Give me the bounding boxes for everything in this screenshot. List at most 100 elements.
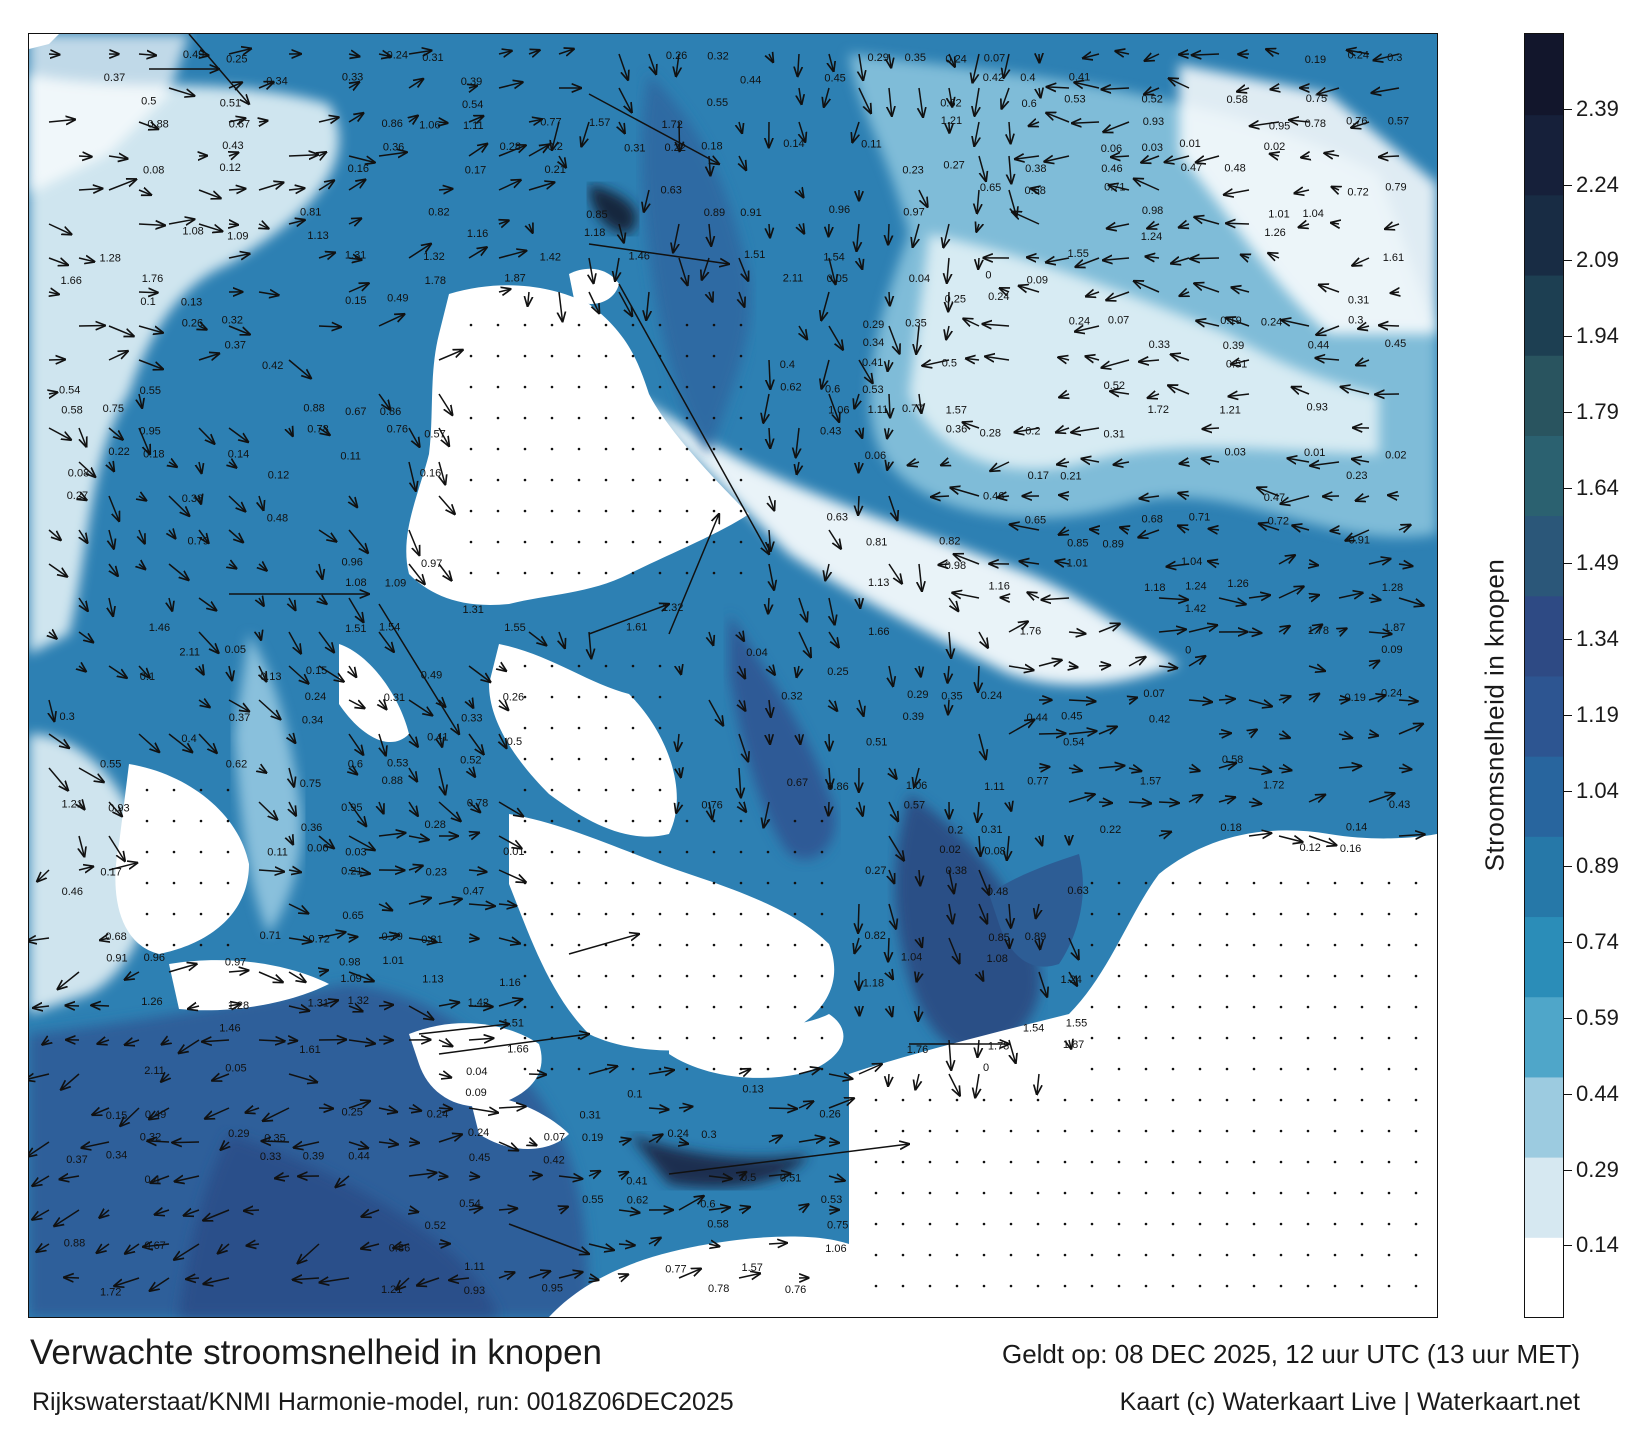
current-arrow <box>1248 700 1272 706</box>
grid-dot <box>1117 943 1121 947</box>
grid-dot <box>1117 1129 1121 1133</box>
grid-dot <box>1387 1067 1391 1071</box>
speed-value-label: 0.07 <box>984 52 1005 64</box>
current-arrow <box>678 1107 692 1109</box>
grid-dot <box>1306 1098 1310 1102</box>
current-arrow <box>889 1005 892 1016</box>
current-arrow <box>1229 394 1250 396</box>
grid-dot <box>604 540 608 544</box>
grid-dot <box>739 571 743 575</box>
speed-value-label: 0.81 <box>421 934 442 946</box>
current-arrow <box>438 495 455 514</box>
speed-value-label: 1.11 <box>464 1261 485 1273</box>
current-arrow <box>1039 836 1042 845</box>
current-arrow <box>147 1141 170 1142</box>
grid-dot <box>604 509 608 513</box>
grid-dot <box>496 354 500 358</box>
current-arrow <box>348 801 366 826</box>
current-arrow <box>1004 53 1009 78</box>
grid-dot <box>1198 1160 1202 1164</box>
current-arrow <box>348 835 375 850</box>
current-arrow <box>1345 529 1370 541</box>
speed-value-label: 1.09 <box>227 230 248 242</box>
grid-dot <box>1279 1191 1283 1195</box>
grid-dot <box>145 819 149 823</box>
current-arrow <box>828 393 839 422</box>
current-arrow <box>498 251 526 259</box>
grid-dot <box>685 974 689 978</box>
current-arrow <box>768 1108 797 1109</box>
speed-value-label: 1.57 <box>589 117 610 129</box>
speed-value-label: 1.11 <box>868 404 889 416</box>
speed-value-label: 0.42 <box>1149 714 1170 726</box>
current-arrow <box>829 597 835 625</box>
current-arrow <box>1324 153 1340 156</box>
current-arrow <box>799 121 805 142</box>
current-arrow <box>799 733 800 744</box>
current-arrow <box>143 1244 170 1247</box>
current-arrow <box>768 1243 787 1244</box>
speed-value-label: 0.72 <box>309 933 330 945</box>
speed-value-label: 0.19 <box>1305 54 1326 66</box>
speed-value-label: 0.2 <box>548 141 563 153</box>
speed-value-label: 0.14 <box>1346 822 1367 834</box>
speed-value-label: 0.09 <box>465 1087 486 1099</box>
current-arrow <box>1352 258 1370 266</box>
current-arrow <box>1068 731 1096 734</box>
current-arrow <box>348 155 375 163</box>
legend-tick-mark <box>1564 790 1572 792</box>
grid-dot <box>1279 1160 1283 1164</box>
current-arrow <box>378 1005 393 1006</box>
current-arrow <box>498 904 516 906</box>
grid-dot <box>550 571 554 575</box>
speed-value-label: 1.87 <box>1063 1039 1084 1051</box>
current-arrow <box>738 1069 750 1074</box>
speed-value-label: 0.24 <box>387 50 408 62</box>
grid-dot <box>577 571 581 575</box>
grid-dot <box>1252 1005 1256 1009</box>
grid-dot <box>658 850 662 854</box>
speed-value-label: 0.11 <box>861 138 882 150</box>
speed-value-label: 0.27 <box>943 160 964 172</box>
current-arrow <box>1120 527 1129 530</box>
current-arrow <box>948 1073 960 1096</box>
current-arrow <box>1270 154 1279 156</box>
current-arrow <box>188 34 249 104</box>
current-map[interactable]: 0.49 0.25 0.24 0.31 0.26 0.32 0.29 0.35 0.24 0.07… <box>28 33 1438 1318</box>
grid-dot <box>226 943 230 947</box>
grid-dot <box>712 323 716 327</box>
grid-dot <box>658 1036 662 1040</box>
grid-dot <box>1171 1098 1175 1102</box>
grid-dot <box>469 571 473 575</box>
legend-tick-label: 0.59 <box>1576 1004 1619 1030</box>
current-arrow <box>1308 666 1325 671</box>
current-arrow <box>499 733 506 748</box>
current-arrow <box>168 219 194 224</box>
current-arrow <box>888 835 904 861</box>
current-arrow <box>1068 937 1079 959</box>
current-arrow <box>828 257 836 284</box>
legend-tick-label: 2.09 <box>1576 247 1619 273</box>
grid-dot <box>145 912 149 916</box>
grid-dot <box>199 819 203 823</box>
current-arrow <box>977 189 979 213</box>
speed-value-label: 1.08 <box>182 226 203 238</box>
speed-value-label: 0.65 <box>342 910 363 922</box>
grid-dot <box>550 323 554 327</box>
speed-value-label: 1.55 <box>1066 1018 1087 1030</box>
speed-value-label: 0 <box>983 1062 989 1074</box>
current-arrow <box>1331 530 1339 531</box>
speed-value-label: 0.17 <box>100 867 121 879</box>
grid-dot <box>1225 1191 1229 1195</box>
speed-value-label: 1.09 <box>385 578 406 590</box>
grid-dot <box>550 974 554 978</box>
current-arrow <box>32 1209 50 1220</box>
current-arrow <box>49 632 57 639</box>
current-arrow <box>288 359 311 378</box>
current-arrow <box>1069 971 1077 986</box>
current-arrow <box>1171 354 1190 360</box>
grid-dot <box>631 974 635 978</box>
speed-value-label: 0.81 <box>300 207 321 219</box>
current-arrow <box>769 427 770 448</box>
current-arrow <box>37 869 50 882</box>
